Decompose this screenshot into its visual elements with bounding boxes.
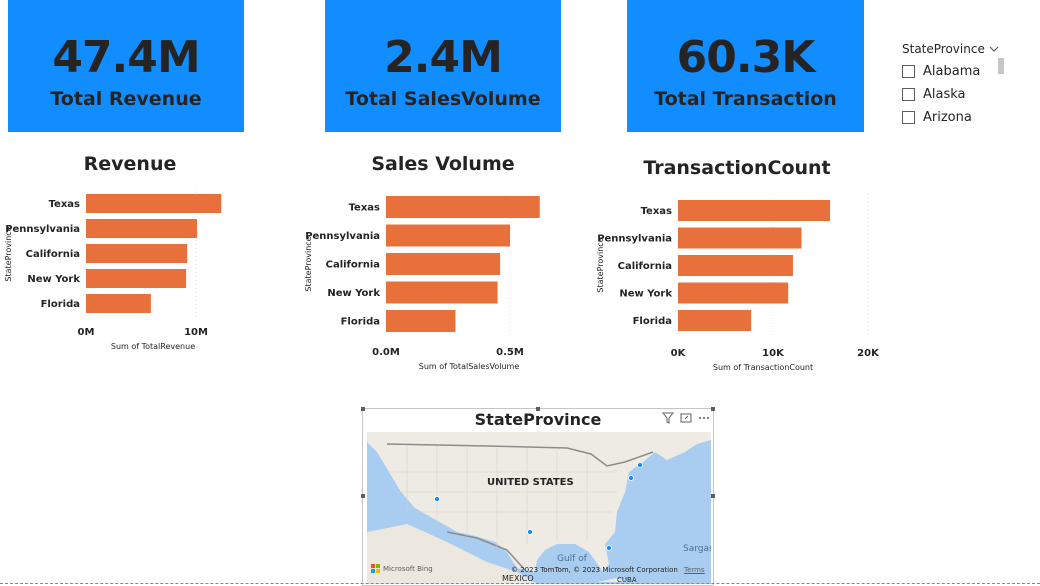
bar-florida[interactable] (386, 310, 456, 332)
category-label: Pennsylvania (5, 224, 80, 235)
bar-texas[interactable] (678, 200, 830, 221)
map-label-cuba: CUBA (617, 576, 637, 584)
map-background (367, 432, 711, 584)
map-copyright: © 2023 TomTom, © 2023 Microsoft Corporat… (511, 566, 705, 574)
revenue-bar-chart: Revenue 0M 10M Texas Pennsylvania California N… (4, 153, 222, 351)
filter-icon[interactable] (662, 412, 674, 424)
bing-logo: Microsoft Bing (371, 564, 433, 573)
y-axis-label: StateProvince (596, 237, 605, 292)
tick-label: 0K (671, 348, 687, 359)
slicer-item-arizona[interactable]: Arizona (902, 108, 972, 126)
chevron-down-icon[interactable] (987, 42, 1001, 56)
bar-texas[interactable] (86, 194, 222, 213)
y-axis-label: StateProvince (304, 236, 313, 291)
slicer-item-alaska[interactable]: Alaska (902, 85, 966, 103)
kpi-value: 2.4M (384, 32, 503, 83)
slicer-item-label: Alaska (923, 86, 966, 102)
tick-label: 10K (762, 348, 785, 359)
category-label: Texas (641, 206, 672, 217)
stateprovince-slicer[interactable]: StateProvince Alabama Alaska Arizona (888, 38, 1018, 134)
page-bottom-border (0, 583, 1040, 584)
tick-label: 0.5M (496, 347, 524, 358)
slicer-item-label: Arizona (923, 109, 972, 125)
microsoft-logo-icon (371, 564, 380, 573)
category-label: Pennsylvania (597, 234, 672, 245)
kpi-label: Total SalesVolume (345, 88, 541, 110)
category-label: California (618, 261, 672, 272)
x-axis-label: Sum of TotalRevenue (111, 342, 195, 351)
checkbox[interactable] (902, 110, 915, 124)
transaction-count-chart[interactable]: TransactionCount 0K 10K 20K Texas Pennsylvani… (592, 150, 892, 380)
tick-label: 10M (184, 327, 208, 338)
x-axis-label: Sum of TransactionCount (713, 363, 813, 372)
bar-california[interactable] (86, 244, 188, 263)
tick-label: 20K (857, 348, 880, 359)
stateprovince-map-visual[interactable]: StateProvince (361, 407, 715, 586)
category-label: Pennsylvania (305, 231, 380, 242)
focus-mode-icon[interactable] (680, 412, 692, 424)
category-label: Texas (349, 203, 380, 214)
bar-pennsylvania[interactable] (86, 219, 198, 238)
category-label: New York (27, 274, 80, 285)
kpi-label: Total Revenue (50, 88, 202, 110)
more-options-icon[interactable] (698, 412, 710, 424)
terms-link[interactable]: Terms (684, 566, 705, 574)
bar-new-york[interactable] (386, 281, 498, 304)
bing-label: Microsoft Bing (383, 564, 433, 573)
category-label: Texas (49, 199, 80, 210)
transaction-count-bar-chart: TransactionCount 0K 10K 20K Texas Pennsylvani… (596, 157, 880, 372)
kpi-card-total-transaction[interactable]: 60.3K Total Transaction (627, 0, 864, 132)
bar-new-york[interactable] (678, 282, 789, 304)
bar-texas[interactable] (386, 196, 540, 218)
resize-handle[interactable] (361, 407, 365, 411)
category-label: Florida (341, 317, 380, 328)
copyright-text: © 2023 TomTom, © 2023 Microsoft Corporat… (511, 566, 678, 574)
resize-handle[interactable] (361, 494, 365, 498)
resize-handle[interactable] (711, 494, 715, 498)
bar-florida[interactable] (678, 310, 752, 331)
kpi-card-total-salesvolume[interactable]: 2.4M Total SalesVolume (325, 0, 561, 132)
bar-pennsylvania[interactable] (678, 227, 802, 249)
kpi-value: 47.4M (52, 32, 200, 83)
chart-title: TransactionCount (643, 157, 830, 179)
map-label-gulf: Gulf of (557, 554, 587, 564)
checkbox[interactable] (902, 64, 915, 78)
slicer-item-alabama[interactable]: Alabama (902, 62, 980, 80)
resize-handle[interactable] (711, 407, 715, 411)
map-title: StateProvince (474, 410, 602, 429)
bar-california[interactable] (678, 255, 793, 276)
category-label: Florida (41, 299, 80, 310)
category-label: California (26, 249, 80, 260)
x-axis-label: Sum of TotalSalesVolume (419, 362, 520, 371)
sales-volume-bar-chart: Sales Volume 0.0M 0.5M Texas Pennsylvania Cal… (304, 153, 540, 371)
resize-handle[interactable] (536, 407, 540, 411)
category-label: Florida (633, 316, 672, 327)
category-label: New York (327, 288, 380, 299)
map-canvas[interactable]: UNITED STATES Gulf of Sargasa MEXICO CUB… (367, 432, 711, 584)
category-label: New York (619, 289, 672, 300)
visual-header-tools (662, 412, 710, 424)
slicer-title: StateProvince (902, 42, 985, 56)
slicer-item-label: Alabama (923, 63, 981, 79)
bar-florida[interactable] (86, 294, 151, 313)
bar-california[interactable] (386, 253, 501, 275)
kpi-label: Total Transaction (654, 88, 837, 110)
revenue-chart[interactable]: Revenue 0M 10M Texas Pennsylvania California N… (0, 148, 260, 358)
bar-new-york[interactable] (86, 269, 187, 288)
map-label-sargasso: Sargasa (683, 544, 711, 554)
category-label: California (326, 260, 380, 271)
chart-title: Revenue (84, 153, 177, 175)
map-label-mexico: MEXICO (502, 574, 534, 583)
map-label-country: UNITED STATES (487, 477, 574, 488)
checkbox[interactable] (902, 87, 915, 101)
slicer-scrollbar[interactable] (998, 58, 1004, 74)
bar-pennsylvania[interactable] (386, 224, 510, 247)
tick-label: 0.0M (372, 347, 400, 358)
y-axis-label: StateProvince (4, 226, 13, 281)
kpi-value: 60.3K (676, 32, 816, 83)
sales-volume-chart[interactable]: Sales Volume 0.0M 0.5M Texas Pennsylvania Cal… (300, 148, 600, 378)
kpi-card-total-revenue[interactable]: 47.4M Total Revenue (8, 0, 244, 132)
tick-label: 0M (78, 327, 95, 338)
chart-title: Sales Volume (371, 153, 514, 175)
